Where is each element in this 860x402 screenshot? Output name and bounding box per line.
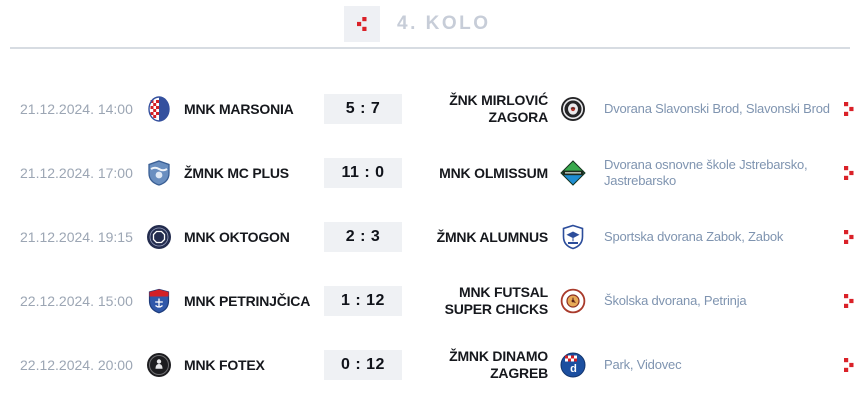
chevron-right-icon [844, 102, 854, 116]
match-datetime: 21.12.2024. 19:15 [20, 229, 133, 245]
home-team-logo [142, 96, 176, 122]
round-header: 4. KOLO [0, 0, 860, 47]
away-team-logo [556, 288, 590, 314]
chevron-right-icon [844, 230, 854, 244]
match-details-arrow[interactable] [844, 230, 854, 244]
home-team-name[interactable]: MNK PETRINJČICA [184, 293, 311, 309]
score-value: 11 : 0 [341, 164, 385, 181]
chevron-right-icon [844, 294, 854, 308]
away-team-logo: d [556, 352, 590, 378]
chevron-right-icon [844, 358, 854, 372]
header-divider [10, 47, 850, 49]
venue-text: Školska dvorana, Petrinja [604, 292, 747, 308]
match-details-arrow[interactable] [844, 294, 854, 308]
score-box: 1 : 12 [324, 286, 402, 316]
match-datetime: 21.12.2024. 14:00 [20, 101, 133, 117]
round-title: 4. KOLO [397, 12, 491, 34]
score-value: 1 : 12 [341, 292, 385, 309]
team-crest-oktogon [147, 225, 171, 249]
home-team-name[interactable]: ŽMNK MC PLUS [184, 165, 289, 181]
venue-text: Sportska dvorana Zabok, Zabok [604, 228, 784, 244]
home-team-logo [142, 160, 176, 186]
team-crest-mirlovic-zagora [561, 97, 585, 121]
match-row[interactable]: 21.12.2024. 19:15 MNK OKTOGON 2 : 3 ŽMNK… [0, 205, 860, 269]
home-team-name[interactable]: MNK FOTEX [184, 357, 265, 373]
away-team-name[interactable]: MNK OLMISSUM [439, 164, 548, 181]
score-value: 0 : 12 [341, 356, 385, 373]
match-row[interactable]: 22.12.2024. 20:00 MNK FOTEX 0 : 12 ŽMNK … [0, 333, 860, 397]
away-team-name[interactable]: ŽNK MIRLOVIĆ ZAGORA [449, 92, 548, 125]
score-box: 0 : 12 [324, 350, 402, 380]
match-row[interactable]: 21.12.2024. 17:00 ŽMNK MC PLUS 11 : 0 MN… [0, 141, 860, 205]
away-team-logo [556, 160, 590, 186]
away-team-logo [556, 96, 590, 122]
svg-text:d: d [570, 363, 577, 375]
match-row[interactable]: 22.12.2024. 15:00 MNK PETRINJČICA 1 : 12… [0, 269, 860, 333]
team-crest-alumnus [562, 224, 584, 250]
match-datetime: 22.12.2024. 20:00 [20, 357, 133, 373]
team-crest-petrinjcica [148, 288, 170, 314]
chevron-right-icon [844, 166, 854, 180]
home-team-name[interactable]: MNK MARSONIA [184, 101, 294, 117]
team-crest-dinamo-zagreb: d [560, 352, 586, 378]
team-crest-mc-plus [148, 160, 170, 186]
venue-text: Dvorana Slavonski Brod, Slavonski Brod [604, 100, 830, 116]
match-row[interactable]: 21.12.2024. 14:00 MNK MARSONIA 5 : 7 ŽNK… [0, 77, 860, 141]
score-box: 5 : 7 [324, 94, 402, 124]
team-crest-fotex [147, 353, 171, 377]
home-team-logo [142, 288, 176, 314]
match-list: 21.12.2024. 14:00 MNK MARSONIA 5 : 7 ŽNK… [0, 77, 860, 397]
score-box: 2 : 3 [324, 222, 402, 252]
team-crest-olmissum [560, 160, 586, 186]
match-details-arrow[interactable] [844, 102, 854, 116]
score-value: 2 : 3 [345, 228, 381, 245]
away-team-name[interactable]: MNK FUTSAL SUPER CHICKS [444, 284, 549, 317]
score-box: 11 : 0 [324, 158, 402, 188]
match-datetime: 22.12.2024. 15:00 [20, 293, 133, 309]
previous-round-button[interactable] [344, 5, 380, 42]
match-datetime: 21.12.2024. 17:00 [20, 165, 133, 181]
home-team-logo [142, 352, 176, 378]
team-crest-marsonia [148, 96, 170, 122]
away-team-name[interactable]: ŽMNK ALUMNUS [436, 228, 549, 245]
home-team-name[interactable]: MNK OKTOGON [184, 229, 290, 245]
score-value: 5 : 7 [345, 100, 381, 117]
venue-text: Dvorana osnovne škole Jstrebarsko, Jastr… [604, 156, 808, 188]
home-team-logo [142, 224, 176, 250]
match-details-arrow[interactable] [844, 166, 854, 180]
away-team-logo [556, 224, 590, 250]
away-team-name[interactable]: ŽMNK DINAMO ZAGREB [449, 348, 548, 381]
chevron-left-icon [357, 16, 367, 31]
venue-text: Park, Vidovec [604, 356, 682, 372]
match-details-arrow[interactable] [844, 358, 854, 372]
team-crest-futsal-super-chicks [560, 288, 586, 314]
